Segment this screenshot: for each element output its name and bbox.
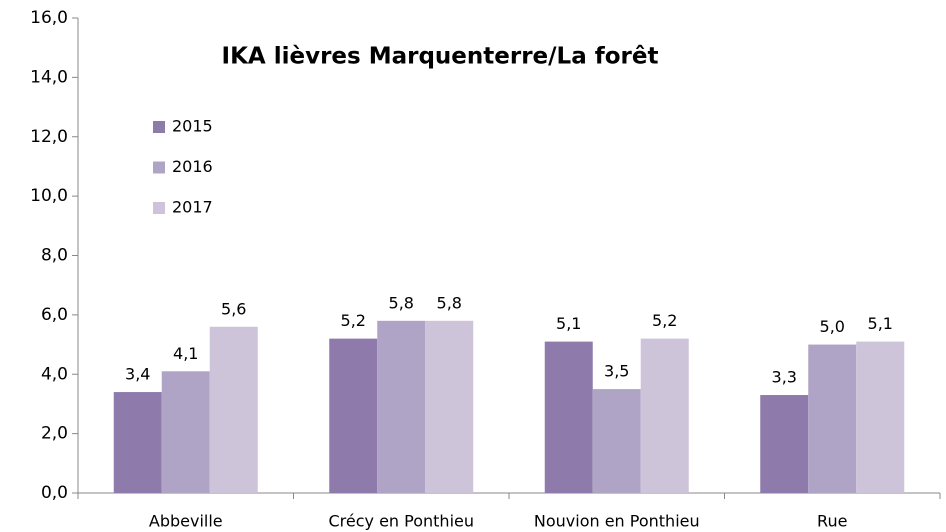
bar: [425, 320, 474, 493]
bar: [808, 344, 857, 493]
value-label: 5,2: [652, 311, 677, 330]
bar: [640, 338, 689, 493]
bar: [760, 395, 809, 493]
y-tick-label: 10,0: [30, 186, 68, 206]
legend-label: 2015: [172, 117, 213, 136]
value-label: 5,2: [341, 311, 366, 330]
bar: [856, 341, 905, 493]
x-tick-label: Rue: [817, 512, 847, 531]
value-label: 4,1: [173, 344, 198, 363]
value-label: 5,8: [389, 293, 414, 312]
y-tick-label: 6,0: [41, 305, 68, 325]
bar: [377, 320, 426, 493]
value-label: 5,1: [556, 314, 581, 333]
value-label: 5,1: [868, 314, 893, 333]
y-tick-label: 12,0: [30, 127, 68, 147]
bar: [592, 389, 641, 493]
bar: [544, 341, 593, 493]
value-label: 3,3: [772, 368, 797, 387]
value-label: 5,0: [820, 317, 845, 336]
bar: [209, 326, 258, 493]
bar: [161, 371, 210, 493]
y-tick-label: 14,0: [30, 67, 68, 87]
bar: [113, 392, 162, 493]
y-tick-label: 8,0: [41, 246, 68, 266]
legend-label: 2017: [172, 198, 213, 217]
x-tick-label: Crécy en Ponthieu: [328, 512, 474, 531]
value-label: 3,4: [125, 365, 150, 384]
y-tick-label: 0,0: [41, 483, 68, 503]
bar: [329, 338, 378, 493]
y-tick-label: 16,0: [30, 8, 68, 28]
legend-label: 2016: [172, 157, 213, 176]
y-tick-label: 4,0: [41, 364, 68, 384]
legend-swatch: [153, 121, 165, 133]
legend-swatch: [153, 161, 165, 174]
value-label: 5,6: [221, 299, 246, 318]
x-tick-label: Nouvion en Ponthieu: [534, 512, 700, 531]
value-label: 5,8: [437, 293, 462, 312]
legend-swatch: [153, 202, 165, 214]
value-label: 3,5: [604, 362, 629, 381]
x-tick-label: Abbeville: [149, 512, 223, 531]
chart-title: IKA lièvres Marquenterre/La forêt: [222, 44, 659, 70]
y-tick-label: 2,0: [41, 424, 68, 444]
